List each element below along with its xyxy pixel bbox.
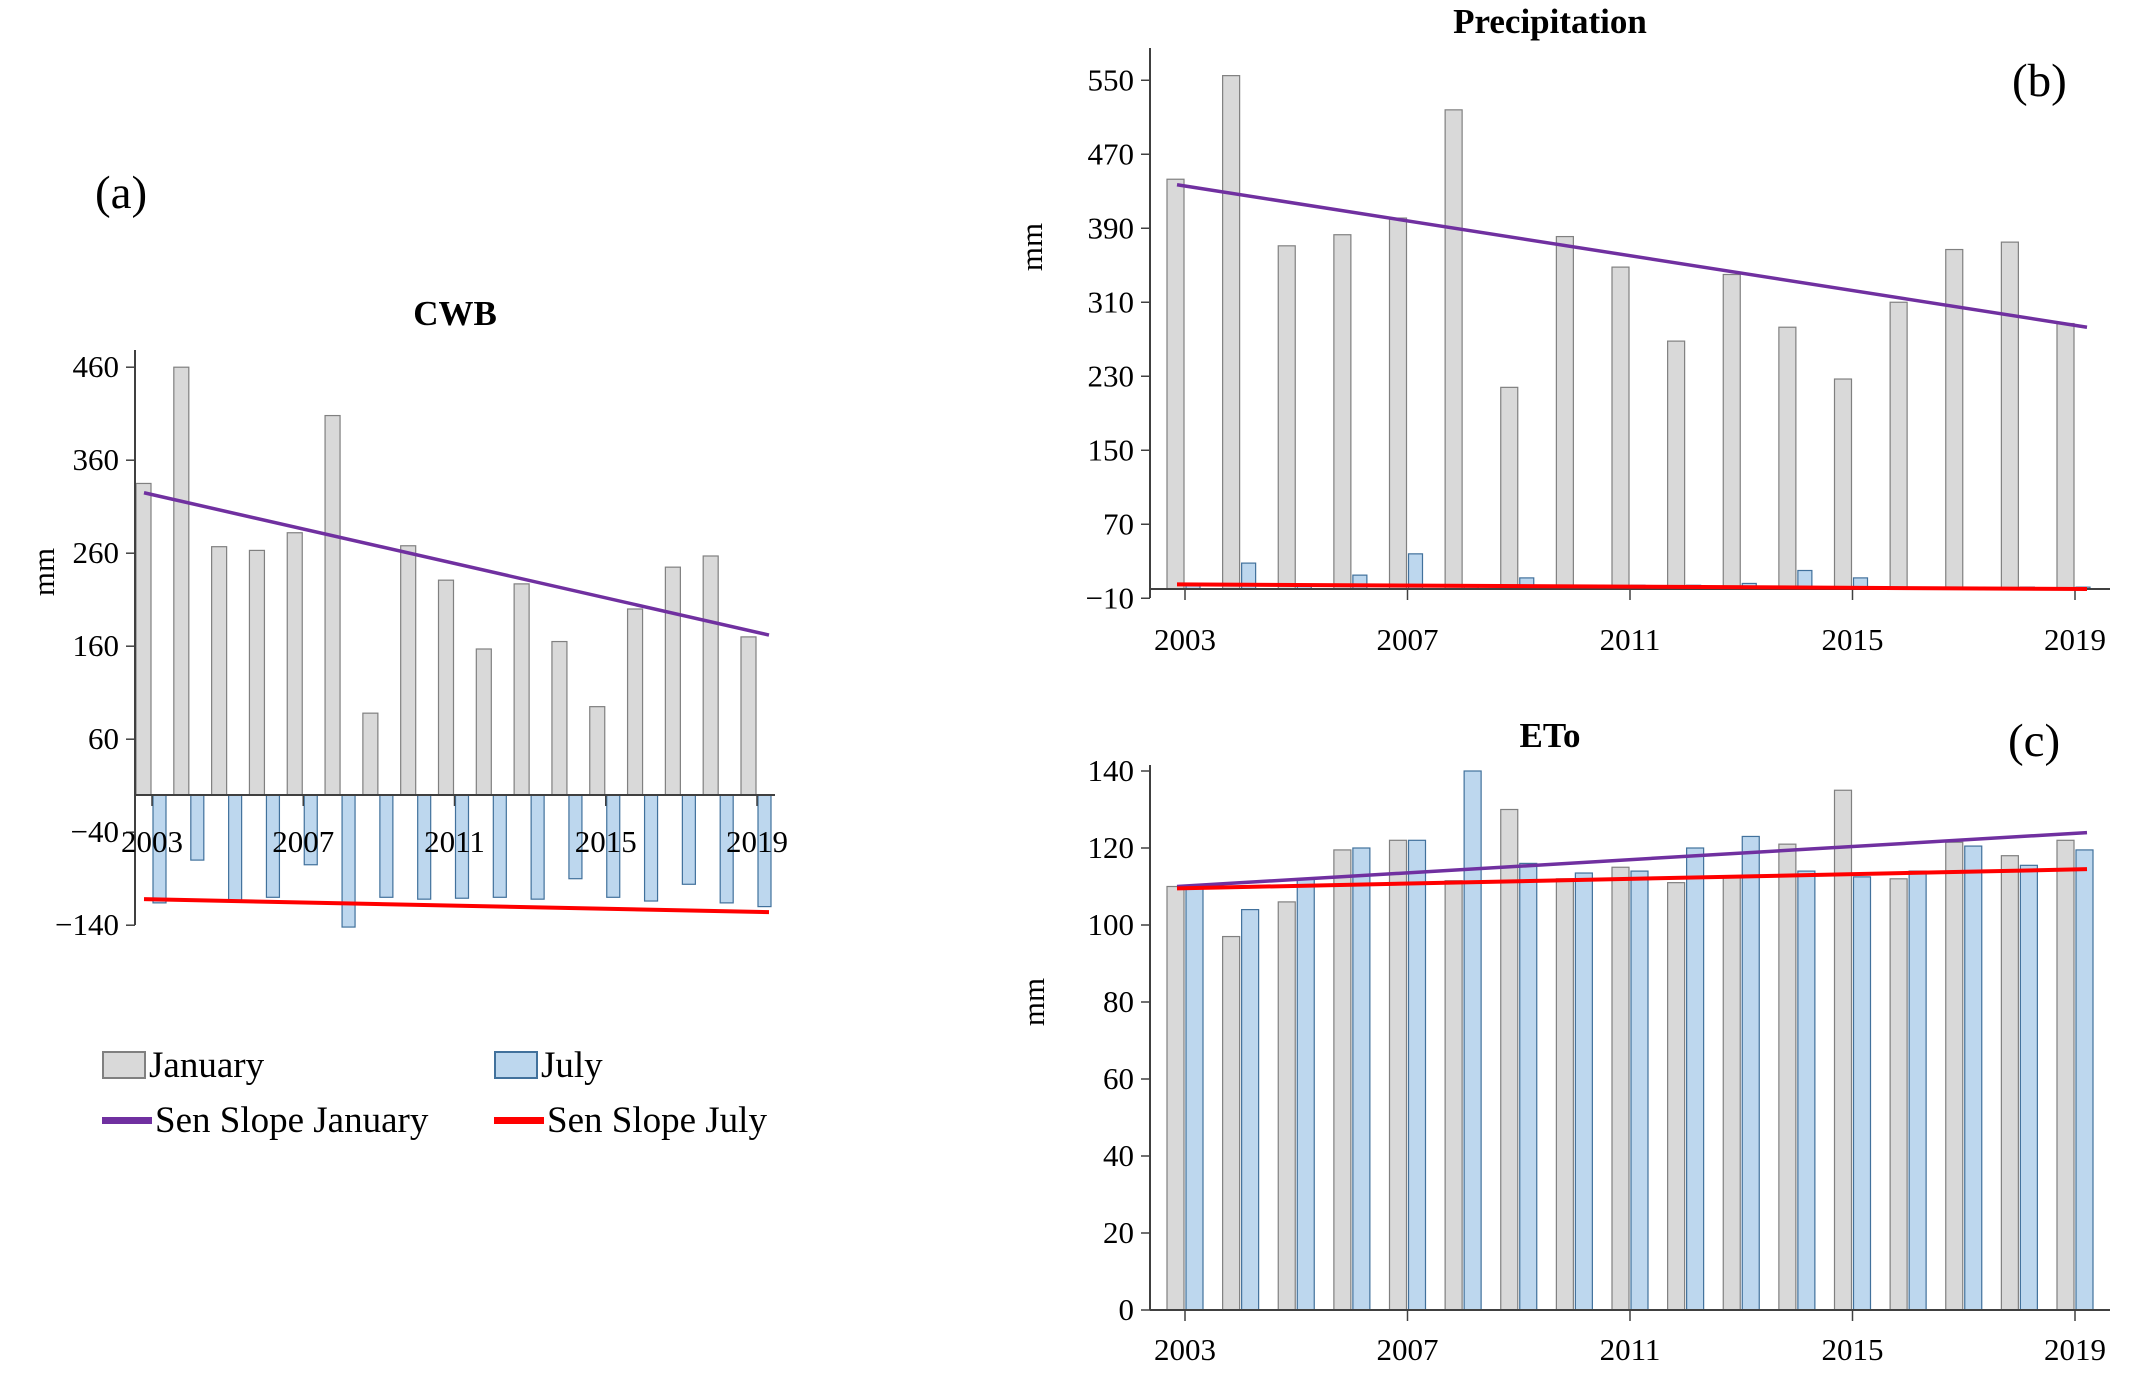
svg-text:80: 80 (1103, 984, 1134, 1019)
svg-text:70: 70 (1103, 506, 1134, 541)
july-swatch (494, 1051, 538, 1079)
svg-text:40: 40 (1103, 1138, 1134, 1173)
svg-text:2007: 2007 (1377, 1332, 1439, 1367)
legend-item-july: July (494, 1042, 767, 1088)
svg-text:230: 230 (1088, 358, 1135, 393)
svg-text:2019: 2019 (726, 824, 788, 859)
chart-a-plot: 460 360 260 160 60 −40 −140 2003 2007 2011 2015 201… (55, 349, 788, 942)
svg-text:470: 470 (1088, 136, 1135, 171)
svg-text:460: 460 (73, 349, 120, 384)
panel-label-b: (b) (2012, 55, 2067, 107)
svg-text:2003: 2003 (1154, 1332, 1216, 1367)
svg-text:2011: 2011 (424, 824, 485, 859)
chart-title-precipitation: Precipitation (1453, 2, 1647, 41)
legend-item-sen-slope-january: Sen Slope January (102, 1097, 494, 1143)
chart-b-plot: 550 470 390 310 230 150 70 −10 2003 2007 2011 2015 2… (1086, 48, 2110, 657)
svg-text:20: 20 (1103, 1215, 1134, 1250)
january-swatch (102, 1051, 146, 1079)
svg-text:−10: −10 (1086, 580, 1134, 615)
svg-text:390: 390 (1088, 210, 1135, 245)
svg-text:150: 150 (1088, 432, 1135, 467)
legend-item-sen-slope-july: Sen Slope July (494, 1097, 767, 1143)
chart-c-plot: 140 120 100 80 60 40 20 0 2003 2007 2011 2015 2019 (1088, 753, 2110, 1367)
svg-text:260: 260 (73, 535, 120, 570)
svg-text:120: 120 (1088, 830, 1135, 865)
svg-text:2007: 2007 (1377, 622, 1439, 657)
svg-text:550: 550 (1088, 62, 1135, 97)
legend-label-july: July (541, 1044, 603, 1086)
svg-text:160: 160 (73, 628, 120, 663)
svg-text:2019: 2019 (2044, 622, 2106, 657)
legend: January July Sen Slope January Sen Slope… (102, 1042, 767, 1143)
svg-text:2015: 2015 (1822, 1332, 1884, 1367)
svg-text:2007: 2007 (272, 824, 334, 859)
svg-text:2011: 2011 (1600, 1332, 1661, 1367)
legend-label-january: January (149, 1044, 265, 1086)
chart-title-cwb: CWB (413, 294, 497, 333)
svg-text:2015: 2015 (1822, 622, 1884, 657)
svg-text:2003: 2003 (121, 824, 183, 859)
svg-text:360: 360 (73, 442, 120, 477)
svg-text:−40: −40 (71, 814, 119, 849)
legend-item-january: January (102, 1042, 494, 1088)
svg-text:60: 60 (88, 721, 119, 756)
svg-text:100: 100 (1088, 907, 1135, 942)
legend-label-sen-slope-july: Sen Slope July (547, 1099, 767, 1141)
chart-title-eto: ETo (1519, 716, 1581, 755)
svg-text:310: 310 (1088, 284, 1135, 319)
svg-text:60: 60 (1103, 1061, 1134, 1096)
svg-text:0: 0 (1119, 1292, 1135, 1327)
panel-label-c: (c) (2008, 715, 2061, 767)
svg-text:2019: 2019 (2044, 1332, 2106, 1367)
svg-text:2003: 2003 (1154, 622, 1216, 657)
svg-text:2011: 2011 (1600, 622, 1661, 657)
panel-label-a: (a) (95, 167, 148, 219)
svg-text:−140: −140 (55, 907, 119, 942)
sen-slope-january-swatch (102, 1116, 152, 1124)
legend-label-sen-slope-january: Sen Slope January (155, 1099, 429, 1141)
svg-text:140: 140 (1088, 753, 1135, 788)
sen-slope-july-swatch (494, 1116, 544, 1124)
svg-text:2015: 2015 (575, 824, 637, 859)
